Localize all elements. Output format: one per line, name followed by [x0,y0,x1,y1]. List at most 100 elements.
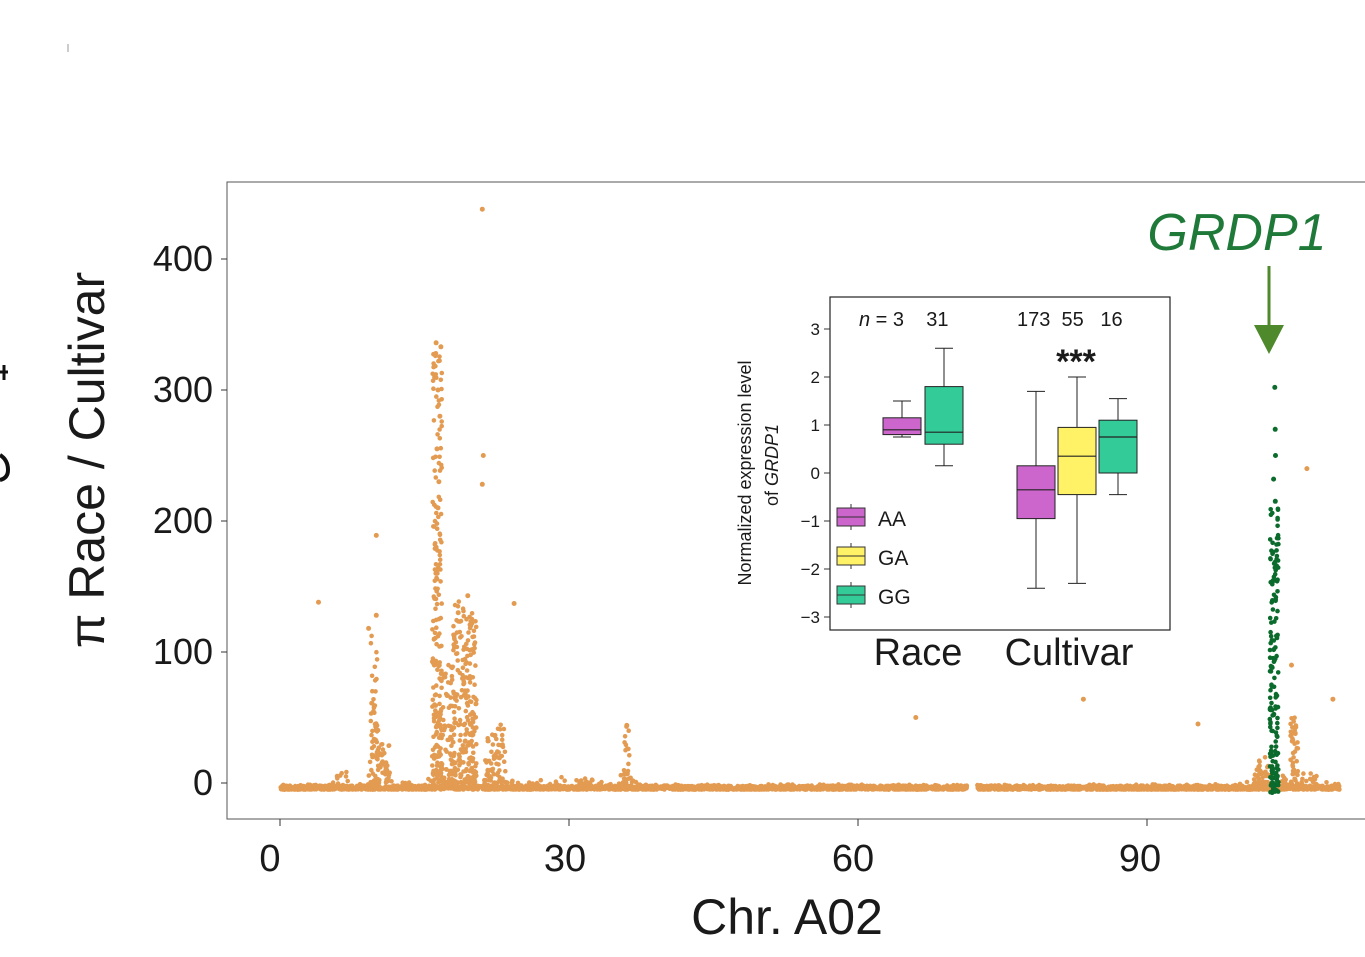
scatter-point [473,663,478,668]
scatter-point [459,688,465,693]
scatter-point [451,732,457,738]
scatter-point [408,786,414,792]
scatter-point [503,768,508,774]
scatter-point [472,642,477,647]
scatter-point [1067,785,1072,790]
scatter-point [1010,787,1016,792]
scatter-point [369,767,374,773]
scatter-point-highlight [1269,744,1274,750]
scatter-point [443,671,448,677]
scatter-point [448,780,453,786]
scatter-point [465,593,471,599]
scatter-point [432,745,438,750]
scatter-point [371,697,376,702]
scatter-point [1152,787,1157,792]
scatter-point [437,537,443,543]
scatter-point [500,744,506,750]
scatter-point [784,784,790,790]
scatter-point [469,611,475,616]
scatter-point-highlight [1275,608,1280,614]
scatter-point [437,715,442,720]
scatter-point-highlight [1272,787,1278,793]
scatter-point [1257,763,1262,768]
scatter-point [431,756,437,761]
scatter-point [384,777,389,782]
scatter-point [470,744,476,749]
scatter-point [453,692,459,697]
clipped-label-fragment [0,453,11,482]
scatter-point-highlight [1269,620,1274,625]
x-tick-label: 0 [259,838,280,880]
scatter-point [451,623,456,629]
scatter-point [492,780,497,785]
scatter-point-highlight [1270,665,1275,670]
scatter-point-highlight [1274,553,1280,559]
scatter-point [492,785,497,790]
scatter-point [448,734,453,740]
scatter-point [461,608,466,614]
scatter-point [463,661,468,667]
scatter-point [464,646,470,652]
scatter-point [441,717,446,723]
scatter-point [456,706,462,711]
plot-frame [226,181,1365,820]
scatter-point [1181,785,1187,790]
scatter-point [466,743,471,748]
scatter-point-highlight [1272,571,1278,577]
scatter-point [377,777,382,783]
scatter-point [438,445,444,451]
scatter-point [621,768,627,773]
significance-label: *** [1056,343,1096,381]
scatter-point-highlight [1269,598,1275,604]
scatter-point [437,549,442,554]
scatter-point [659,786,665,791]
scatter-point [444,767,449,772]
scatter-point [1293,723,1299,728]
scatter-point [510,787,515,792]
scatter-point [368,640,374,646]
scatter-point [486,785,491,790]
scatter-point [432,777,437,782]
scatter-point [468,619,474,624]
scatter-point [1080,696,1086,702]
scatter-point [1295,768,1301,774]
scatter-point [1032,785,1038,791]
scatter-point [671,786,677,792]
scatter-point [823,785,828,790]
scatter-point [1283,786,1288,791]
scatter-point [447,751,453,756]
scatter-point [454,698,459,703]
scatter-point [439,397,445,402]
scatter-point [469,730,475,736]
scatter-point-highlight [1275,725,1280,731]
scatter-point [699,782,704,788]
scatter-point [435,505,441,511]
scatter-point [330,787,335,792]
scatter-point [463,738,468,744]
scatter-point [491,771,497,777]
scatter-point [375,727,381,733]
scatter-point [562,778,567,783]
scatter-point [438,707,444,712]
scatter-point [604,783,610,789]
scatter-point [435,571,440,576]
y-tick-label: 200 [153,500,213,541]
scatter-point [439,601,445,606]
scatter-point [473,624,479,630]
scatter-point [466,762,472,767]
scatter-point [435,432,440,437]
scatter-point [451,632,456,638]
scatter-point [830,783,835,789]
scatter-point [1163,786,1168,792]
scatter-point [472,682,477,687]
scatter-point [464,785,470,791]
scatter-point [891,784,897,789]
scatter-point [374,739,380,745]
scatter-point [432,692,438,698]
scatter-point [1294,758,1299,764]
scatter-point [431,768,436,774]
scatter-point-highlight [1275,670,1281,675]
scatter-point [622,734,628,739]
scatter-point [1303,785,1309,791]
scatter-point [1290,764,1296,769]
